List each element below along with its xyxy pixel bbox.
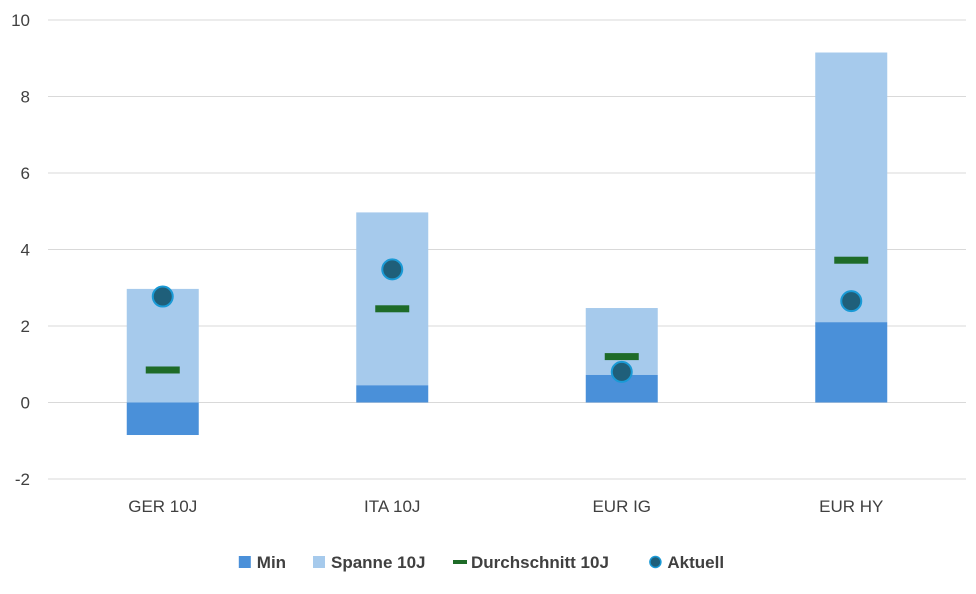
- bar-min-1: [356, 385, 429, 403]
- avg-marker-0: [145, 366, 180, 374]
- y-tick-label: 2: [21, 317, 30, 336]
- x-tick-label: EUR HY: [819, 497, 883, 516]
- bar-min-0: [126, 402, 199, 436]
- legend-label: Durchschnitt 10J: [471, 553, 609, 572]
- x-tick-label: ITA 10J: [364, 497, 420, 516]
- y-tick-label: 0: [21, 394, 30, 413]
- y-tick-label: 8: [21, 88, 30, 107]
- legend-swatch-3: [649, 555, 662, 569]
- bar-range-0: [126, 288, 199, 403]
- legend: Min Spanne 10J Durchschnitt 10J Aktuell: [238, 553, 724, 572]
- markers: [145, 256, 869, 383]
- legend-swatch-2: [453, 560, 467, 564]
- bar-range-1: [356, 212, 429, 386]
- current-marker-2: [610, 360, 633, 383]
- avg-marker-2: [604, 353, 639, 361]
- current-marker-0: [151, 285, 174, 308]
- y-tick-label: 6: [21, 164, 30, 183]
- x-tick-label: GER 10J: [128, 497, 197, 516]
- bars: [126, 52, 888, 436]
- gridlines: [48, 19, 966, 480]
- legend-swatch-1: [313, 556, 325, 568]
- bar-min-3: [815, 322, 888, 403]
- y-tick-label: 10: [11, 11, 30, 30]
- legend-label: Aktuell: [667, 553, 724, 572]
- x-tick-label: EUR IG: [592, 497, 651, 516]
- avg-marker-1: [375, 305, 410, 313]
- legend-label: Spanne 10J: [331, 553, 426, 572]
- avg-marker-3: [834, 256, 869, 264]
- legend-label: Min: [257, 553, 286, 572]
- current-marker-1: [381, 258, 404, 281]
- current-marker-3: [840, 290, 863, 313]
- legend-swatch-0: [238, 556, 251, 568]
- y-tick-label: -2: [15, 470, 30, 489]
- y-axis-ticks: -2 0 2 4 6 8 10: [11, 11, 30, 489]
- bar-range-3: [815, 52, 888, 323]
- x-axis-ticks: GER 10J ITA 10J EUR IG EUR HY: [128, 497, 883, 516]
- y-tick-label: 4: [21, 241, 30, 260]
